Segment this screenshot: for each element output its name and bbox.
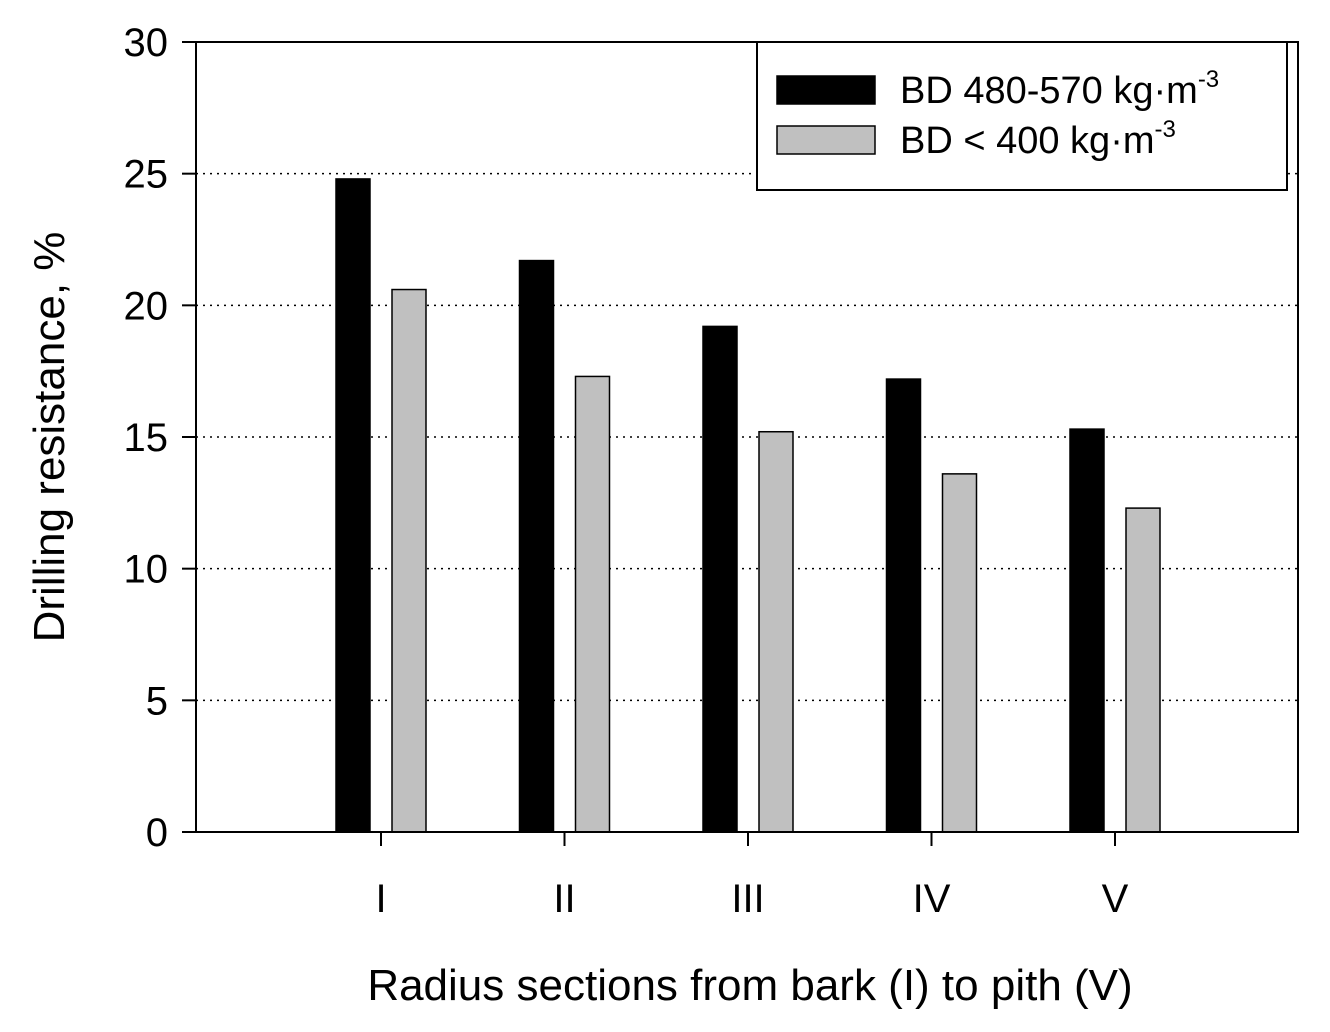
- bar-series-2-I: [391, 288, 427, 833]
- y-tick-label: 5: [146, 679, 168, 723]
- y-tick-label: 10: [124, 548, 169, 592]
- bar-series-1-I: [335, 178, 371, 833]
- legend: BD 480-570 kg·m-3 BD < 400 kg·m-3: [756, 41, 1288, 191]
- legend-label-series-1: BD 480-570 kg·m-3: [900, 66, 1219, 112]
- bar-series-1-III: [702, 325, 738, 833]
- y-tick-label: 20: [124, 284, 169, 328]
- legend-swatch-series-2: [776, 125, 876, 155]
- bar-series-2-IV: [941, 473, 978, 833]
- legend-label-series-2-main: BD < 400 kg·m: [900, 120, 1155, 162]
- bar-series-1-IV: [885, 378, 922, 833]
- y-tick-label: 25: [124, 153, 169, 197]
- legend-label-series-2: BD < 400 kg·m-3: [900, 116, 1176, 162]
- bars: [335, 178, 1161, 833]
- y-tick-label: 15: [124, 416, 169, 460]
- x-tick-label: V: [1102, 877, 1129, 921]
- x-tick-label: IV: [913, 877, 951, 921]
- x-axis-title: Radius sections from bark (I) to pith (V…: [367, 961, 1132, 1010]
- legend-label-series-1-sup: -3: [1198, 66, 1219, 93]
- y-tick-label: 0: [146, 811, 168, 855]
- legend-label-series-2-sup: -3: [1155, 116, 1176, 143]
- bar-series-1-V: [1069, 428, 1105, 833]
- y-tick-label: 30: [124, 21, 169, 65]
- legend-box: [756, 41, 1288, 191]
- y-axis-title: Drilling resistance, %: [25, 232, 74, 643]
- x-axis-ticks: I II III IV V: [375, 832, 1129, 921]
- bar-series-2-II: [574, 375, 611, 833]
- x-tick-label: II: [553, 877, 575, 921]
- bar-series-2-V: [1125, 507, 1161, 833]
- x-tick-label: III: [731, 877, 764, 921]
- legend-swatch-series-1: [776, 75, 876, 105]
- legend-label-series-1-main: BD 480-570 kg·m: [900, 70, 1198, 112]
- y-axis-ticks: 0 5 10 15 20 25 30: [124, 21, 196, 855]
- x-tick-label: I: [375, 877, 386, 921]
- bar-series-1-II: [518, 259, 555, 833]
- bar-series-2-III: [758, 430, 794, 833]
